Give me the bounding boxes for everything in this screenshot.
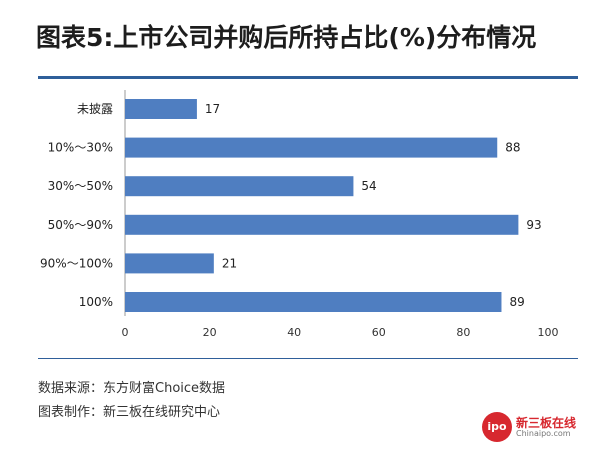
category-label: 100% xyxy=(79,295,113,309)
category-label: 90%～100% xyxy=(40,256,113,270)
data-label: 88 xyxy=(505,141,520,155)
bar xyxy=(125,137,498,158)
x-tick-label: 60 xyxy=(372,326,386,339)
x-tick-label: 0 xyxy=(122,326,129,339)
x-tick-label: 80 xyxy=(456,326,470,339)
data-label: 17 xyxy=(205,102,220,116)
bar xyxy=(125,292,502,312)
data-label: 21 xyxy=(222,256,237,270)
category-label: 未披露 xyxy=(77,102,113,116)
logo-badge-icon: ipo xyxy=(482,412,512,442)
logo-domain: Chinaipo.com xyxy=(516,429,571,438)
chart-maker-note: 图表制作：新三板在线研究中心 xyxy=(38,405,221,420)
logo-name: 新三板在线 xyxy=(516,416,577,430)
chart-title: 图表5:上市公司并购后所持占比(%)分布情况 xyxy=(36,23,537,52)
category-label: 50%～90% xyxy=(48,218,113,232)
category-label: 30%～50% xyxy=(48,179,113,193)
data-label: 89 xyxy=(509,295,524,309)
x-tick-label: 40 xyxy=(287,326,301,339)
bar-chart: 未披露 17 10%～30% 88 30%～50% 54 50%～90% 93 90%～100%… xyxy=(40,90,559,339)
bar xyxy=(125,253,214,274)
x-tick-label: 100 xyxy=(538,326,559,339)
bar xyxy=(125,176,354,197)
title-underline xyxy=(38,76,578,79)
data-label: 54 xyxy=(361,179,376,193)
x-tick-label: 20 xyxy=(203,326,217,339)
bar xyxy=(125,214,519,235)
brand-logo: ipo 新三板在线 Chinaipo.com xyxy=(482,412,577,442)
data-label: 93 xyxy=(526,218,541,232)
category-label: 10%～30% xyxy=(48,141,113,155)
bar xyxy=(125,99,197,119)
footer-divider xyxy=(38,358,578,359)
data-source-note: 数据来源：东方财富Choice数据 xyxy=(38,381,226,396)
